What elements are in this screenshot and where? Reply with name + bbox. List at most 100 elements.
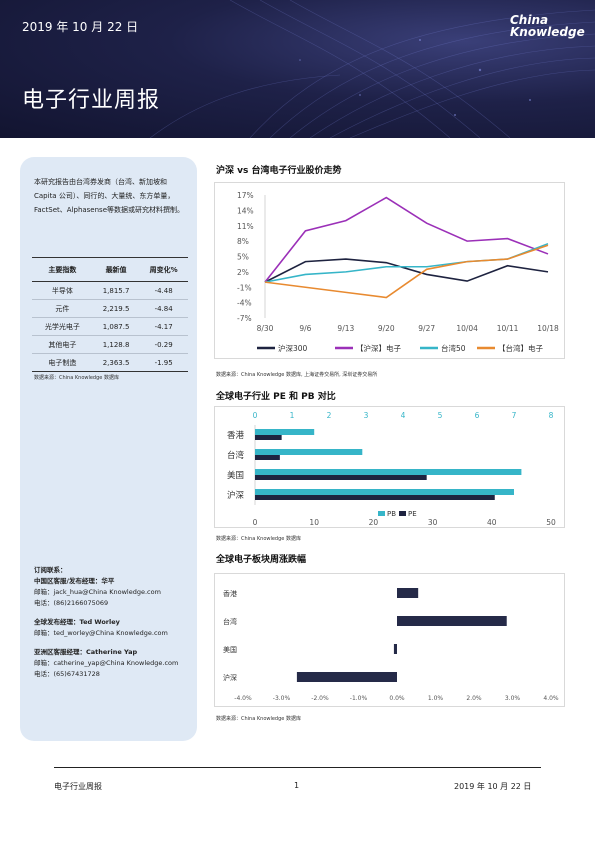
series-line-2: [264, 242, 549, 283]
contact-email[interactable]: 邮箱：catherine_yap@China Knowledge.com: [34, 659, 179, 667]
y-tick-label: 2%: [237, 268, 249, 277]
legend-label: 沪深300: [278, 343, 308, 353]
pb-axis-tick: 8: [549, 411, 554, 420]
contact-email[interactable]: 邮箱：ted_worley@China Knowledge.com: [34, 629, 168, 637]
chart-source: 数据来源：China Knowledge 数据库, 上海证券交易所, 深圳证券交…: [216, 372, 378, 378]
change-bar: [397, 616, 507, 626]
category-label: 台湾: [223, 617, 237, 626]
x-tick-label: 2.0%: [466, 695, 482, 702]
weekly-change-chart: 香港 台湾 美国 沪深 -4.0% -3.0% -2.0% -1.0% 0.0% 1.0% 2.0%…: [214, 573, 565, 707]
contact-info: 订阅联系： 中国区客服/发布经理：华平 邮箱：jack_hua@China Kn…: [34, 565, 178, 688]
category-label: 台湾: [227, 450, 245, 461]
legend-label: 台湾50: [441, 343, 466, 353]
pe-pb-chart: 0 1 2 3 4 5 6 7 8 香港 台湾 美国 沪深 PB PE 0 10 20 30 40 50: [214, 406, 565, 528]
sidebar-intro: 本研究报告由台湾券发商（台湾、新加坡和 Capita 公司）、同行的、大量统、东…: [34, 178, 185, 214]
table-cell: 半导体: [32, 281, 93, 300]
pb-axis-tick: 4: [401, 411, 406, 420]
series-line-1: [264, 196, 549, 283]
category-label: 香港: [227, 430, 245, 441]
section-title-weekly-change: 全球电子板块周涨跌幅: [216, 555, 307, 565]
x-tick-label: -4.0%: [234, 695, 252, 702]
chart-source: 数据来源：China Knowledge 数据库: [216, 716, 301, 722]
pe-axis-tick: 30: [428, 518, 438, 527]
page-number: 1: [294, 781, 300, 790]
y-tick-label: -4%: [237, 299, 252, 308]
category-label: 香港: [223, 589, 237, 598]
contact-role: 亚洲区客服经理：Catherine Yap: [34, 648, 138, 656]
pb-axis-tick: 2: [327, 411, 332, 420]
y-tick-label: 5%: [237, 253, 249, 262]
y-tick-label: -7%: [237, 314, 252, 323]
table-header: 周变化%: [139, 257, 188, 282]
x-tick-label: 9/27: [418, 324, 435, 333]
footer-title: 电子行业周报: [54, 782, 102, 791]
x-tick-label: 4.0%: [543, 695, 559, 702]
table-cell: 1,128.8: [92, 335, 140, 354]
x-tick-label: -3.0%: [273, 695, 291, 702]
contact-phone: 电话：(86)2166075069: [34, 599, 109, 607]
table-cell: 2,363.5: [92, 353, 140, 372]
pb-axis-tick: 7: [512, 411, 517, 420]
table-cell: -1.95: [139, 353, 188, 372]
legend-swatch: [399, 511, 406, 516]
x-tick-label: 3.0%: [505, 695, 521, 702]
x-tick-label: 0.0%: [389, 695, 405, 702]
pe-bar: [255, 435, 282, 440]
table-cell: 1,087.5: [92, 317, 140, 336]
logo-line-1: China: [510, 13, 549, 27]
pe-bar: [255, 475, 427, 480]
table-cell: -4.84: [139, 299, 188, 318]
x-tick-label: 9/13: [337, 324, 354, 333]
pb-axis-tick: 5: [438, 411, 443, 420]
legend-label: PB: [387, 510, 396, 518]
table-cell: -4.17: [139, 317, 188, 336]
x-tick-label: -1.0%: [350, 695, 368, 702]
contact-block-asia: 亚洲区客服经理：Catherine Yap 邮箱：catherine_yap@C…: [34, 647, 178, 680]
section-title-pe-pb: 全球电子行业 PE 和 PB 对比: [216, 392, 336, 402]
x-tick-label: -2.0%: [311, 695, 329, 702]
china-knowledge-logo: China Knowledge: [510, 14, 585, 38]
table-cell: 电子制造: [32, 353, 93, 372]
legend-label: 【沪深】电子: [356, 343, 401, 353]
logo-line-2: Knowledge: [510, 25, 585, 39]
pe-axis-tick: 0: [253, 518, 258, 527]
table-cell: 其他电子: [32, 335, 93, 354]
table-row: 光学光电子 1,087.5 -4.17: [32, 317, 188, 336]
price-trend-chart: 17% 14% 11% 8% 5% 2% -1% -4% -7% 8/30 9/6 9/13 9/20 9…: [214, 182, 565, 359]
y-tick-label: 8%: [237, 237, 249, 246]
contact-phone: 电话：(65)67431728: [34, 670, 100, 678]
y-tick-label: -1%: [237, 283, 252, 292]
pb-bar: [255, 469, 522, 475]
table-cell: -0.29: [139, 335, 188, 354]
pe-bar: [255, 455, 280, 460]
pb-axis-tick: 6: [475, 411, 480, 420]
contact-email[interactable]: 邮箱：jack_hua@China Knowledge.com: [34, 588, 161, 596]
y-tick-label: 17%: [237, 191, 254, 200]
table-cell: -4.48: [139, 281, 188, 300]
pb-axis-tick: 1: [290, 411, 295, 420]
legend-swatch: [378, 511, 385, 516]
category-label: 美国: [223, 645, 237, 654]
pb-bar: [255, 489, 514, 495]
pe-axis-tick: 40: [487, 518, 497, 527]
x-tick-label: 10/04: [456, 324, 478, 333]
x-tick-label: 10/18: [537, 324, 559, 333]
legend-label: PE: [408, 510, 417, 518]
pb-bar: [255, 429, 315, 435]
pe-bar: [255, 495, 495, 500]
line-chart-svg: 17% 14% 11% 8% 5% 2% -1% -4% -7% 8/30 9/6 9/13 9/20 9…: [237, 191, 559, 353]
report-date: 2019 年 10 月 22 日: [22, 20, 139, 34]
x-tick-label: 10/11: [497, 324, 519, 333]
table-header: 主要指数: [32, 257, 93, 282]
table-source: 数据来源：China Knowledge 数据库: [34, 375, 119, 381]
contact-role: 中国区客服/发布经理：华平: [34, 577, 115, 585]
table-row: 元件 2,219.5 -4.84: [32, 299, 188, 318]
header-banner: 2019 年 10 月 22 日 电子行业周报 China Knowledge: [0, 0, 595, 138]
x-tick-label: 9/6: [299, 324, 311, 333]
footer-date: 2019 年 10 月 22 日: [454, 782, 532, 791]
contact-role: 全球发布经理：Ted Worley: [34, 618, 120, 626]
x-tick-label: 1.0%: [428, 695, 444, 702]
y-tick-label: 11%: [237, 222, 254, 231]
